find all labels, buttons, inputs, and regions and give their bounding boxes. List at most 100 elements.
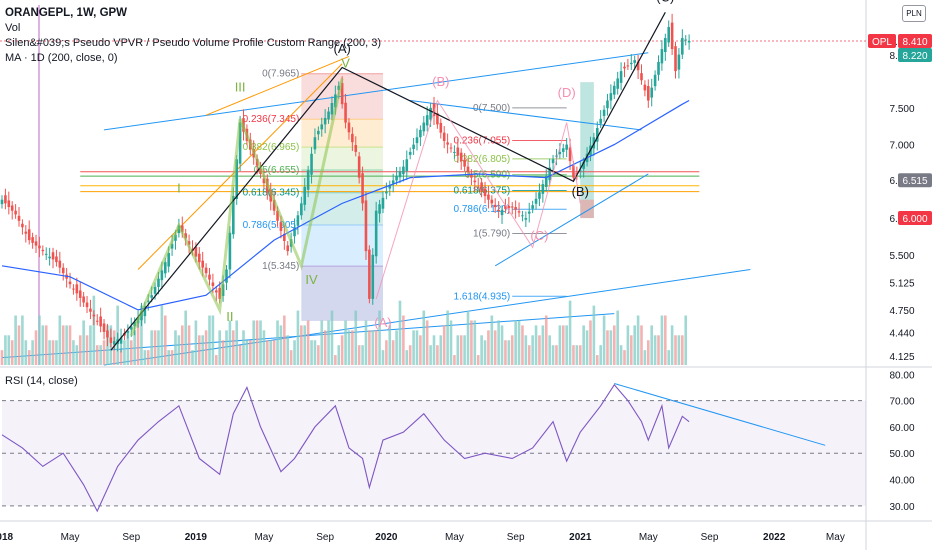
volume-bar [174,330,177,365]
volume-bar [204,330,208,365]
vpvr-legend[interactable]: Silen&#039;s Pseudo VPVR / Pseudo Volume… [5,37,382,49]
volume-bar [534,325,538,365]
volume-bar [422,310,426,365]
volume-bar [405,350,409,365]
candle-body [599,118,602,124]
ma-legend[interactable]: MA · 1D (200, close, 0) [5,52,118,64]
candle-body [616,78,619,89]
candle-body [670,22,674,50]
time-tick-label: 2022 [763,532,786,543]
time-tick-label: Sep [122,532,140,543]
volume-bar [21,315,24,365]
fib-label: 0.236(7.055) [454,136,511,147]
candle-body [493,204,497,208]
candle-body [357,156,361,178]
volume-bar [521,325,524,365]
candle-body [561,148,565,152]
volume-bar [191,350,194,365]
volume-bar [146,350,150,365]
fib-label: 0.5(6.590) [465,170,511,181]
candle-body [677,54,681,70]
candle-body [500,209,504,216]
volume-bar [208,315,211,365]
volume-bar [95,345,99,365]
volume-bar [626,325,630,365]
volume-bar [653,335,657,365]
volume-bar [633,325,636,365]
volume-bar [180,325,184,365]
price-badge-label: 8.410 [902,37,927,48]
volume-bar [449,320,453,365]
candle-body [194,246,198,257]
rsi-legend[interactable]: RSI (14, close) [5,375,78,387]
candle-body [44,253,48,255]
fib-zone [301,169,383,193]
volume-bar [572,345,575,365]
volume-bar [68,325,72,365]
candle-body [568,147,572,162]
volume-bar [473,320,477,365]
volume-bar [514,320,517,365]
candle-body [378,204,381,214]
candle-body [153,286,157,294]
time-tick-label: 2021 [569,532,592,543]
candle-body [85,302,89,308]
volume-bar [531,335,534,365]
candle-body [664,38,667,53]
volume-bar [616,310,619,365]
candle-body [497,209,500,211]
candle-body [425,115,429,126]
volume-bar [415,330,419,365]
volume-bar [0,350,4,365]
symbol-title[interactable]: ORANGEPL, 1W, GPW [5,7,128,19]
volume-bar [221,340,225,365]
wave-label: (C) [656,0,674,4]
volume-bar [480,335,483,365]
fib-label: 0.5(6.655) [254,165,300,176]
volume-bar [561,325,565,365]
volume-bar [538,335,541,365]
candle-body [483,188,487,197]
candle-body [310,153,313,175]
volume-bar [612,325,616,365]
fib-label: 0.382(6.805) [454,154,511,165]
volume-bar [585,330,589,365]
volume-bar [92,295,96,365]
candle-body [555,155,558,157]
volume-legend[interactable]: Vol [5,22,21,34]
volume-bar [34,330,38,365]
trend-line [103,52,649,131]
volume-bar [551,345,555,365]
candle-body [374,210,378,257]
volume-bar [133,330,136,365]
volume-bar [41,325,45,365]
candle-body [429,107,432,120]
candle-body [146,300,150,302]
candle-body [643,84,647,91]
currency-button[interactable]: PLN [902,5,926,22]
volume-bar [296,310,300,365]
candle-body [402,166,405,175]
volume-bar [245,340,249,365]
volume-bar [14,315,17,365]
volume-bar [357,345,361,365]
time-tick-label: May [826,532,845,543]
volume-bar [589,320,592,365]
volume-bar [524,335,528,365]
volume-bar [381,350,385,365]
wave-label: (A) [374,315,391,330]
volume-bar [368,330,371,365]
rsi-trend-line [614,382,826,446]
time-tick-label: Sep [507,532,525,543]
candle-body [609,93,613,101]
price-tick-label: 4.125 [889,352,914,363]
volume-bar [85,335,89,365]
candle-body [459,152,463,162]
wave-label: (B) [572,184,589,199]
candle-body [262,178,266,184]
candle-body [283,233,286,242]
volume-bar [541,325,545,365]
volume-bar [595,355,599,365]
trend-line [494,173,649,267]
